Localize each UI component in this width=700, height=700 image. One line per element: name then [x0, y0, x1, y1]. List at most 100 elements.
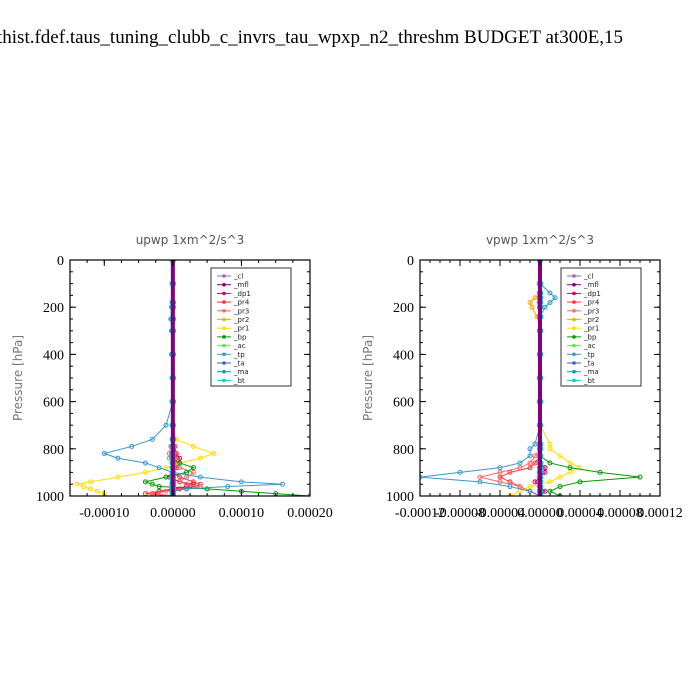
series-point-bp — [177, 460, 183, 466]
series-point-pr3 — [177, 479, 183, 485]
series-point-pr3 — [477, 474, 483, 480]
legend-marker — [222, 291, 226, 296]
legend-marker — [572, 291, 576, 296]
series-point-tp — [552, 295, 558, 301]
series-point-pr1 — [142, 469, 148, 475]
series-point-pr4 — [497, 474, 503, 480]
legend: _cl_mfl_dp1_pr4_pr3_pr2_pr1_bp_ac_tp_ta_… — [210, 267, 292, 387]
series-point-pr3 — [163, 488, 169, 494]
series-point-pr1 — [94, 488, 100, 494]
panel-title: vpwp 1xm^2/s^3 — [486, 233, 594, 247]
series-point-tp — [197, 474, 203, 480]
x-tick-label: -0.00010 — [79, 506, 129, 521]
vpwp-panel: vpwp 1xm^2/s^3 Pressure [hPa] 0 200 400 600 80… — [361, 233, 683, 521]
legend-marker — [222, 378, 226, 383]
series-point-bp — [142, 479, 148, 485]
series-point-pr4 — [177, 474, 183, 480]
legend-label: _cl — [583, 273, 593, 281]
x-tick-label: 0.00012 — [637, 506, 683, 521]
series-point-tp — [280, 481, 286, 487]
series-point-tp — [517, 460, 523, 466]
series-point-pr1 — [81, 484, 87, 490]
series-point-pr1 — [547, 441, 553, 447]
legend-marker — [572, 361, 576, 365]
y-axis-label: Pressure [hPa] — [11, 335, 25, 421]
x-tick-label: 0.00000 — [517, 506, 563, 521]
series-point-pr3 — [497, 479, 503, 485]
legend-marker — [572, 300, 576, 304]
legend-label: _pr1 — [583, 325, 599, 333]
series-point-tp — [156, 465, 162, 471]
legend-marker — [222, 361, 226, 365]
legend-marker — [222, 369, 226, 374]
series-point-pr3 — [190, 469, 196, 475]
series-point-pr1 — [88, 486, 94, 492]
legend-marker — [572, 378, 576, 383]
legend-label: _ac — [233, 342, 246, 350]
series-point-dp1 — [177, 455, 183, 461]
series-point-tp — [507, 484, 513, 490]
series-point-tp — [497, 465, 503, 471]
legend-label: _pr3 — [583, 307, 599, 315]
series-point-pr1 — [547, 479, 553, 485]
x-tick-label: -0.00008 — [435, 506, 485, 521]
legend-marker — [572, 317, 576, 322]
series-point-pr4 — [527, 465, 533, 471]
series-point-bp — [163, 474, 169, 480]
legend-label: _mfl — [233, 281, 249, 289]
series-point-bp — [557, 484, 563, 490]
legend-marker — [222, 317, 226, 322]
y-axis-label: Pressure [hPa] — [361, 335, 375, 421]
y-tick-label: 200 — [393, 301, 414, 316]
legend-marker — [222, 335, 226, 339]
legend-label: _dp1 — [583, 290, 601, 298]
legend-marker — [572, 343, 576, 348]
series-point-tp — [477, 479, 483, 485]
y-tick-label: 800 — [393, 443, 414, 458]
series-point-pr3 — [517, 465, 523, 471]
series-point-tp — [420, 474, 423, 480]
legend: _cl_mfl_dp1_pr4_pr3_pr2_pr1_bp_ac_tp_ta_… — [560, 267, 642, 387]
legend-label: _mfl — [583, 281, 599, 289]
series-point-tp — [547, 290, 553, 296]
legend-label: _bt — [233, 377, 245, 385]
legend-marker — [572, 274, 576, 278]
legend-label: _tp — [233, 351, 245, 359]
x-tick-label: -0.00004 — [475, 506, 525, 521]
series-point-tp — [457, 469, 463, 475]
legend-marker — [222, 309, 226, 313]
series-point-tp — [238, 479, 244, 485]
legend-label: _bp — [233, 333, 247, 341]
y-tick-label: 600 — [43, 396, 64, 411]
series-point-pr1 — [115, 474, 121, 480]
series-point-pr3 — [527, 460, 533, 466]
series-point-bp — [204, 486, 210, 492]
series-point-pr1 — [74, 481, 80, 487]
legend-marker — [572, 309, 576, 313]
x-tick-label: 0.00008 — [597, 506, 643, 521]
series-point-bp — [547, 460, 553, 466]
series-point-pr3 — [184, 481, 190, 487]
series-point-pr2 — [529, 304, 535, 310]
y-tick-label: 400 — [393, 348, 414, 363]
legend-marker — [572, 352, 576, 357]
series-point-tp — [129, 443, 135, 449]
legend-marker — [222, 282, 226, 287]
series-point-tp — [101, 451, 107, 457]
y-tick-label: 1000 — [36, 490, 64, 505]
series-point-tp — [142, 460, 148, 466]
series-point-pr3 — [177, 465, 183, 471]
legend-label: _ta — [583, 360, 595, 368]
legend-label: _ta — [233, 360, 245, 368]
legend-marker — [222, 352, 226, 357]
y-tick-label: 0 — [57, 254, 64, 269]
legend-label: _tp — [583, 351, 595, 359]
series-point-bp — [149, 481, 155, 487]
series-line-pr3 — [479, 260, 541, 496]
legend-label: _bt — [583, 377, 595, 385]
series-point-bp — [637, 474, 643, 480]
panel-title: upwp 1xm^2/s^3 — [136, 233, 245, 247]
legend-label: _cl — [233, 273, 243, 281]
series-point-tp — [184, 486, 190, 492]
